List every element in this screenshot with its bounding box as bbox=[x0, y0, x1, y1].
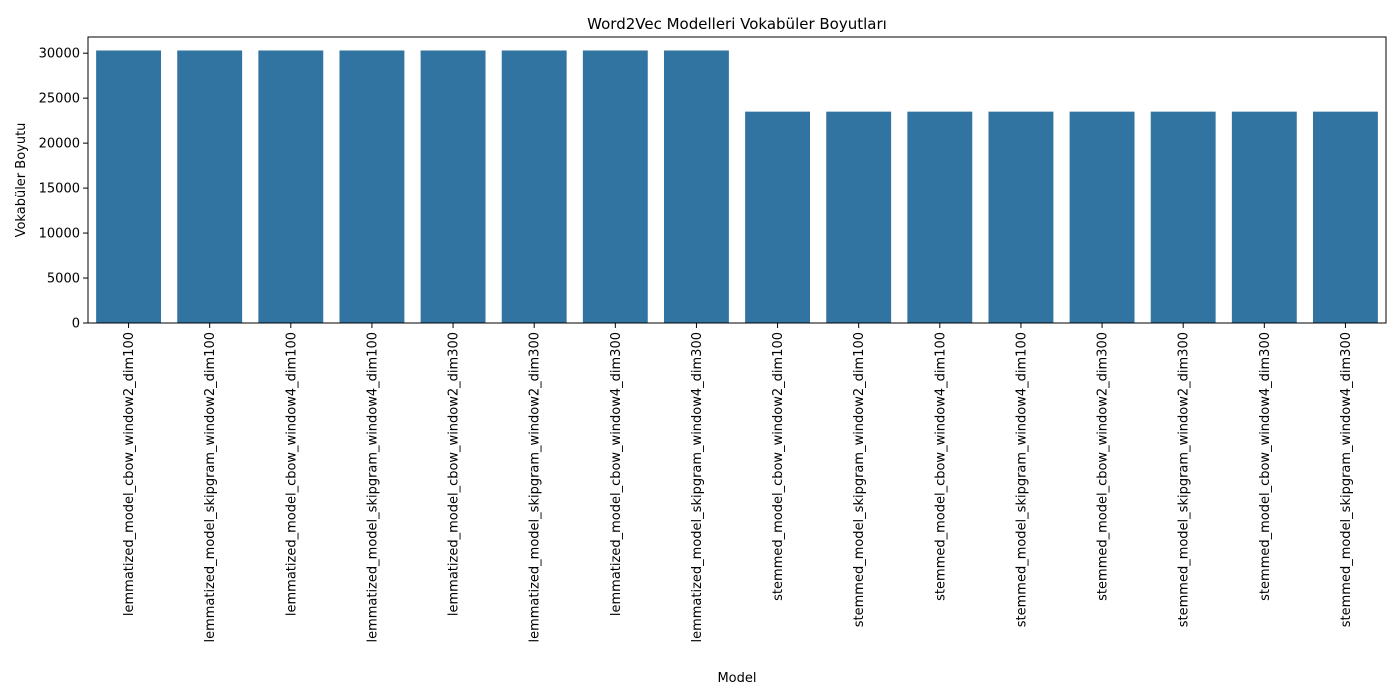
bar-lemmatized_model_cbow_window2_dim100 bbox=[96, 50, 162, 323]
y-tick-label: 15000 bbox=[39, 182, 80, 197]
x-tick-label: stemmed_model_skipgram_window2_dim100 bbox=[852, 332, 867, 627]
x-tick-label: stemmed_model_skipgram_window4_dim300 bbox=[1339, 332, 1354, 627]
bar-lemmatized_model_skipgram_window4_dim100 bbox=[339, 50, 405, 323]
y-tick-label: 20000 bbox=[39, 137, 80, 152]
bar-stemmed_model_cbow_window2_dim300 bbox=[1069, 111, 1135, 323]
x-axis-label: Model bbox=[717, 671, 756, 686]
y-axis-label: Vokabüler Boyutu bbox=[14, 123, 29, 238]
bar-stemmed_model_skipgram_window4_dim300 bbox=[1312, 111, 1378, 323]
x-tick-label: stemmed_model_cbow_window4_dim300 bbox=[1258, 332, 1273, 601]
x-tick-label: lemmatized_model_skipgram_window2_dim300 bbox=[528, 332, 543, 643]
x-tick-label: lemmatized_model_cbow_window4_dim100 bbox=[284, 332, 299, 616]
y-tick-label: 30000 bbox=[39, 47, 80, 62]
bar-lemmatized_model_cbow_window2_dim300 bbox=[420, 50, 486, 323]
bars-group bbox=[96, 50, 1378, 323]
x-tick-label: lemmatized_model_skipgram_window4_dim100 bbox=[365, 332, 380, 643]
x-tick-label: stemmed_model_skipgram_window4_dim100 bbox=[1014, 332, 1029, 627]
x-tick-label: lemmatized_model_skipgram_window4_dim300 bbox=[690, 332, 705, 643]
bar-stemmed_model_cbow_window2_dim100 bbox=[745, 111, 811, 323]
plot-frame bbox=[87, 36, 1387, 324]
bar-lemmatized_model_cbow_window4_dim300 bbox=[582, 50, 648, 323]
bar-stemmed_model_cbow_window4_dim100 bbox=[907, 111, 973, 323]
bar-lemmatized_model_skipgram_window2_dim300 bbox=[501, 50, 567, 323]
x-tick-label: lemmatized_model_cbow_window2_dim300 bbox=[447, 332, 462, 616]
bar-stemmed_model_skipgram_window2_dim300 bbox=[1150, 111, 1216, 323]
x-tick-label: lemmatized_model_skipgram_window2_dim100 bbox=[203, 332, 218, 643]
bar-stemmed_model_cbow_window4_dim300 bbox=[1231, 111, 1297, 323]
x-tick-label: stemmed_model_cbow_window2_dim300 bbox=[1096, 332, 1111, 601]
chart-title: Word2Vec Modelleri Vokabüler Boyutları bbox=[587, 15, 887, 33]
x-tick-label: stemmed_model_cbow_window4_dim100 bbox=[933, 332, 948, 601]
bar-lemmatized_model_skipgram_window4_dim300 bbox=[663, 50, 729, 323]
y-tick-label: 0 bbox=[72, 317, 80, 332]
x-tick-label: lemmatized_model_cbow_window2_dim100 bbox=[122, 332, 137, 616]
y-axis: 0 5000 10000 15000 20000 25000 30000 bbox=[39, 47, 88, 332]
bar-lemmatized_model_skipgram_window2_dim100 bbox=[177, 50, 243, 323]
y-tick-label: 10000 bbox=[39, 227, 80, 242]
x-tick-label: lemmatized_model_cbow_window4_dim300 bbox=[609, 332, 624, 616]
x-tick-label: stemmed_model_skipgram_window2_dim300 bbox=[1177, 332, 1192, 627]
y-tick-label: 25000 bbox=[39, 92, 80, 107]
bar-stemmed_model_skipgram_window4_dim100 bbox=[988, 111, 1054, 323]
y-tick-label: 5000 bbox=[47, 272, 80, 287]
x-tick-label: stemmed_model_cbow_window2_dim100 bbox=[771, 332, 786, 601]
bar-stemmed_model_skipgram_window2_dim100 bbox=[826, 111, 892, 323]
x-axis: lemmatized_model_cbow_window2_dim100 lemm… bbox=[122, 323, 1354, 643]
bar-lemmatized_model_cbow_window4_dim100 bbox=[258, 50, 324, 323]
